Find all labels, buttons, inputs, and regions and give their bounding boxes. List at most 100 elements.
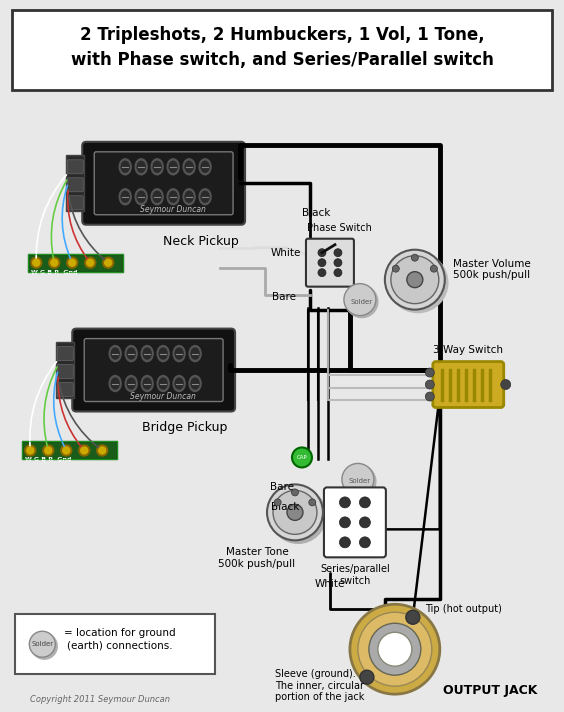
Circle shape: [96, 445, 108, 456]
Ellipse shape: [185, 162, 193, 172]
Circle shape: [359, 537, 371, 548]
Text: Seymour Duncan: Seymour Duncan: [140, 205, 206, 214]
Ellipse shape: [153, 162, 161, 172]
Circle shape: [45, 447, 52, 454]
Circle shape: [309, 499, 316, 506]
Ellipse shape: [153, 192, 161, 202]
Ellipse shape: [137, 162, 145, 172]
Ellipse shape: [151, 189, 163, 205]
Circle shape: [358, 612, 432, 686]
Text: Master Tone
500k push/pull: Master Tone 500k push/pull: [218, 548, 296, 569]
Circle shape: [350, 604, 440, 694]
Ellipse shape: [109, 345, 121, 362]
Ellipse shape: [135, 189, 147, 205]
Ellipse shape: [119, 189, 131, 205]
Circle shape: [273, 491, 317, 534]
Circle shape: [49, 257, 60, 268]
Circle shape: [25, 445, 36, 456]
Ellipse shape: [189, 375, 201, 392]
Text: Solder: Solder: [31, 642, 54, 647]
Circle shape: [267, 484, 323, 540]
Text: 3-Way Switch: 3-Way Switch: [433, 345, 503, 355]
Ellipse shape: [159, 348, 167, 359]
Text: Solder: Solder: [349, 478, 371, 484]
Circle shape: [334, 248, 342, 257]
Circle shape: [29, 632, 55, 657]
Text: W G B R  Gnd: W G B R Gnd: [25, 457, 72, 463]
Circle shape: [318, 248, 326, 257]
Ellipse shape: [119, 159, 131, 174]
Ellipse shape: [135, 159, 147, 174]
Ellipse shape: [141, 375, 153, 392]
FancyBboxPatch shape: [12, 10, 552, 90]
Circle shape: [334, 258, 342, 267]
Circle shape: [81, 447, 88, 454]
Ellipse shape: [127, 348, 135, 359]
Circle shape: [270, 488, 326, 543]
Text: CAP: CAP: [297, 455, 307, 460]
Circle shape: [292, 447, 312, 468]
FancyBboxPatch shape: [67, 159, 83, 174]
Text: Tip (hot output): Tip (hot output): [425, 604, 502, 614]
Bar: [23, 441, 117, 459]
Circle shape: [27, 447, 34, 454]
FancyBboxPatch shape: [72, 329, 235, 412]
Text: White: White: [315, 580, 345, 590]
Circle shape: [388, 253, 448, 313]
Circle shape: [391, 256, 439, 303]
Text: Seymour Duncan: Seymour Duncan: [130, 392, 196, 401]
Circle shape: [385, 250, 445, 310]
Circle shape: [31, 257, 42, 268]
Ellipse shape: [125, 375, 137, 392]
Circle shape: [340, 497, 350, 508]
Circle shape: [292, 489, 298, 496]
Ellipse shape: [185, 192, 193, 202]
Text: Black: Black: [302, 208, 331, 218]
Ellipse shape: [157, 375, 169, 392]
FancyBboxPatch shape: [58, 382, 73, 397]
Circle shape: [501, 379, 511, 389]
Circle shape: [103, 257, 114, 268]
Circle shape: [318, 258, 326, 267]
Bar: [56, 342, 74, 397]
Ellipse shape: [141, 345, 153, 362]
FancyBboxPatch shape: [84, 339, 223, 402]
Ellipse shape: [121, 192, 129, 202]
Ellipse shape: [173, 375, 185, 392]
Ellipse shape: [111, 378, 119, 389]
Ellipse shape: [201, 162, 209, 172]
Ellipse shape: [175, 348, 183, 359]
FancyBboxPatch shape: [82, 142, 245, 225]
Text: Black: Black: [271, 503, 299, 513]
Text: White: White: [271, 248, 301, 258]
FancyBboxPatch shape: [58, 365, 73, 379]
Text: Bare: Bare: [272, 292, 296, 302]
Circle shape: [344, 466, 376, 498]
Ellipse shape: [169, 192, 177, 202]
FancyBboxPatch shape: [67, 178, 83, 192]
Text: Bare: Bare: [270, 483, 294, 493]
Circle shape: [334, 268, 342, 277]
Ellipse shape: [121, 162, 129, 172]
Bar: [66, 155, 84, 211]
Ellipse shape: [191, 348, 199, 359]
Ellipse shape: [173, 345, 185, 362]
Circle shape: [411, 254, 418, 261]
Ellipse shape: [111, 348, 119, 359]
Ellipse shape: [151, 159, 163, 174]
Text: W G B R  Gnd: W G B R Gnd: [32, 270, 78, 275]
Circle shape: [346, 286, 378, 318]
Ellipse shape: [167, 159, 179, 174]
Text: = location for ground
(earth) connections.: = location for ground (earth) connection…: [64, 627, 176, 651]
Circle shape: [33, 259, 40, 266]
Circle shape: [61, 445, 72, 456]
Ellipse shape: [157, 345, 169, 362]
FancyBboxPatch shape: [58, 347, 73, 360]
Text: Sleeve (ground).
The inner, circular
portion of the jack: Sleeve (ground). The inner, circular por…: [275, 669, 364, 703]
Ellipse shape: [199, 189, 211, 205]
Circle shape: [79, 445, 90, 456]
Bar: [23, 441, 117, 459]
Circle shape: [340, 537, 350, 548]
Circle shape: [407, 272, 423, 288]
Circle shape: [287, 504, 303, 520]
